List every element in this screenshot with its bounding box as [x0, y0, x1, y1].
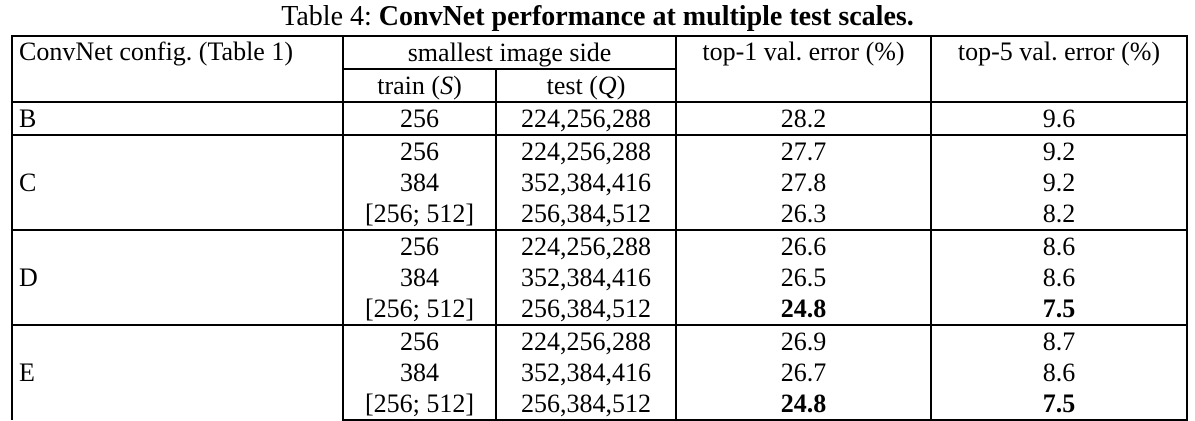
header-train-close: ): [453, 70, 462, 100]
top1-cell: 26.5: [675, 262, 932, 293]
test-cell: 224,256,288: [495, 229, 677, 262]
train-cell: 256: [342, 229, 497, 262]
top5-cell-best: 7.5: [930, 293, 1188, 325]
train-cell: 384: [342, 262, 497, 293]
config-cell: E: [11, 324, 344, 420]
header-test-close: ): [616, 70, 626, 100]
train-cell: 384: [342, 357, 497, 388]
top1-cell: 28.2: [675, 101, 932, 135]
top5-cell: 9.6: [930, 101, 1188, 135]
table-row: D 256 224,256,288 26.6 8.6: [11, 229, 1188, 325]
test-cell: 352,384,416: [495, 262, 677, 293]
top5-cell: 8.7: [930, 324, 1188, 357]
test-cell: 256,384,512: [495, 293, 677, 325]
top5-cell: 8.6: [930, 262, 1188, 293]
table-row: [256; 512] 256,384,512 24.8 7.5: [12, 293, 1188, 325]
train-cell: 256: [342, 101, 497, 135]
test-cell: 224,256,288: [495, 134, 677, 167]
table-caption: Table 4: ConvNet performance at multiple…: [0, 0, 1195, 34]
results-table: ConvNet config. (Table 1) smallest image…: [11, 35, 1188, 421]
top1-cell: 26.9: [675, 324, 932, 357]
top1-cell: 27.7: [675, 134, 932, 167]
header-train-text: train (: [377, 70, 441, 100]
train-cell: [256; 512]: [342, 293, 497, 325]
top5-cell: 9.2: [930, 134, 1188, 167]
test-cell: 352,384,416: [495, 357, 677, 388]
header-scale-group: smallest image side: [342, 35, 677, 69]
header-train: train (S): [342, 68, 497, 102]
test-cell: 224,256,288: [495, 101, 677, 135]
table-row: 384 352,384,416 27.8 9.2: [12, 167, 1188, 198]
header-train-symbol: S: [440, 70, 454, 100]
table-row: C 256 224,256,288 27.7 9.2: [11, 134, 1188, 230]
top1-cell: 26.3: [675, 198, 932, 230]
test-cell: 256,384,512: [495, 388, 677, 421]
header-test: test (Q): [495, 68, 677, 102]
config-cell: D: [11, 229, 344, 325]
train-cell: 256: [342, 134, 497, 167]
header-config: ConvNet config. (Table 1): [11, 35, 344, 102]
table-row: 384 352,384,416 26.7 8.6: [12, 357, 1188, 388]
header-test-symbol: Q: [597, 70, 617, 100]
table-row: E 256 224,256,288 26.9 8.7: [11, 324, 1188, 420]
config-cell: B: [11, 101, 344, 135]
test-cell: 256,384,512: [495, 198, 677, 230]
caption-title: ConvNet performance at multiple test sca…: [378, 1, 914, 32]
header-row-2: train (S) test (Q): [12, 68, 1187, 102]
train-cell: [256; 512]: [342, 198, 497, 230]
train-cell: 256: [342, 324, 497, 357]
top5-cell: 8.6: [930, 229, 1188, 262]
top5-cell-best: 7.5: [930, 388, 1188, 421]
top5-cell: 8.2: [930, 198, 1188, 230]
test-cell: 224,256,288: [495, 324, 677, 357]
top1-cell: 26.6: [675, 229, 932, 262]
table-row: [256; 512] 256,384,512 26.3 8.2: [12, 198, 1188, 230]
top1-cell-best: 24.8: [675, 293, 932, 325]
test-cell: 352,384,416: [495, 167, 677, 198]
header-top5: top-5 val. error (%): [930, 35, 1188, 102]
top5-cell: 9.2: [930, 167, 1188, 198]
table-row: [256; 512] 256,384,512 24.8 7.5: [12, 388, 1188, 421]
top5-cell: 8.6: [930, 357, 1188, 388]
top1-cell: 27.8: [675, 167, 932, 198]
header-row-1: ConvNet config. (Table 1) smallest image…: [11, 35, 1188, 102]
train-cell: [256; 512]: [342, 388, 497, 421]
header-top1: top-1 val. error (%): [675, 35, 932, 102]
header-test-text: test (: [546, 70, 598, 100]
top1-cell-best: 24.8: [675, 388, 932, 421]
caption-prefix: Table 4:: [281, 1, 379, 32]
table-row: 384 352,384,416 26.5 8.6: [12, 262, 1188, 293]
top1-cell: 26.7: [675, 357, 932, 388]
config-cell: C: [11, 134, 344, 230]
table-row: B 256 224,256,288 28.2 9.6: [11, 101, 1188, 135]
train-cell: 384: [342, 167, 497, 198]
